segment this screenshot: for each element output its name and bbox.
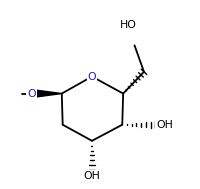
Text: O: O	[27, 89, 36, 98]
Text: OH: OH	[155, 120, 172, 130]
Text: O: O	[87, 72, 96, 81]
Polygon shape	[30, 89, 61, 98]
Text: HO: HO	[119, 20, 136, 29]
Text: OH: OH	[83, 171, 100, 181]
